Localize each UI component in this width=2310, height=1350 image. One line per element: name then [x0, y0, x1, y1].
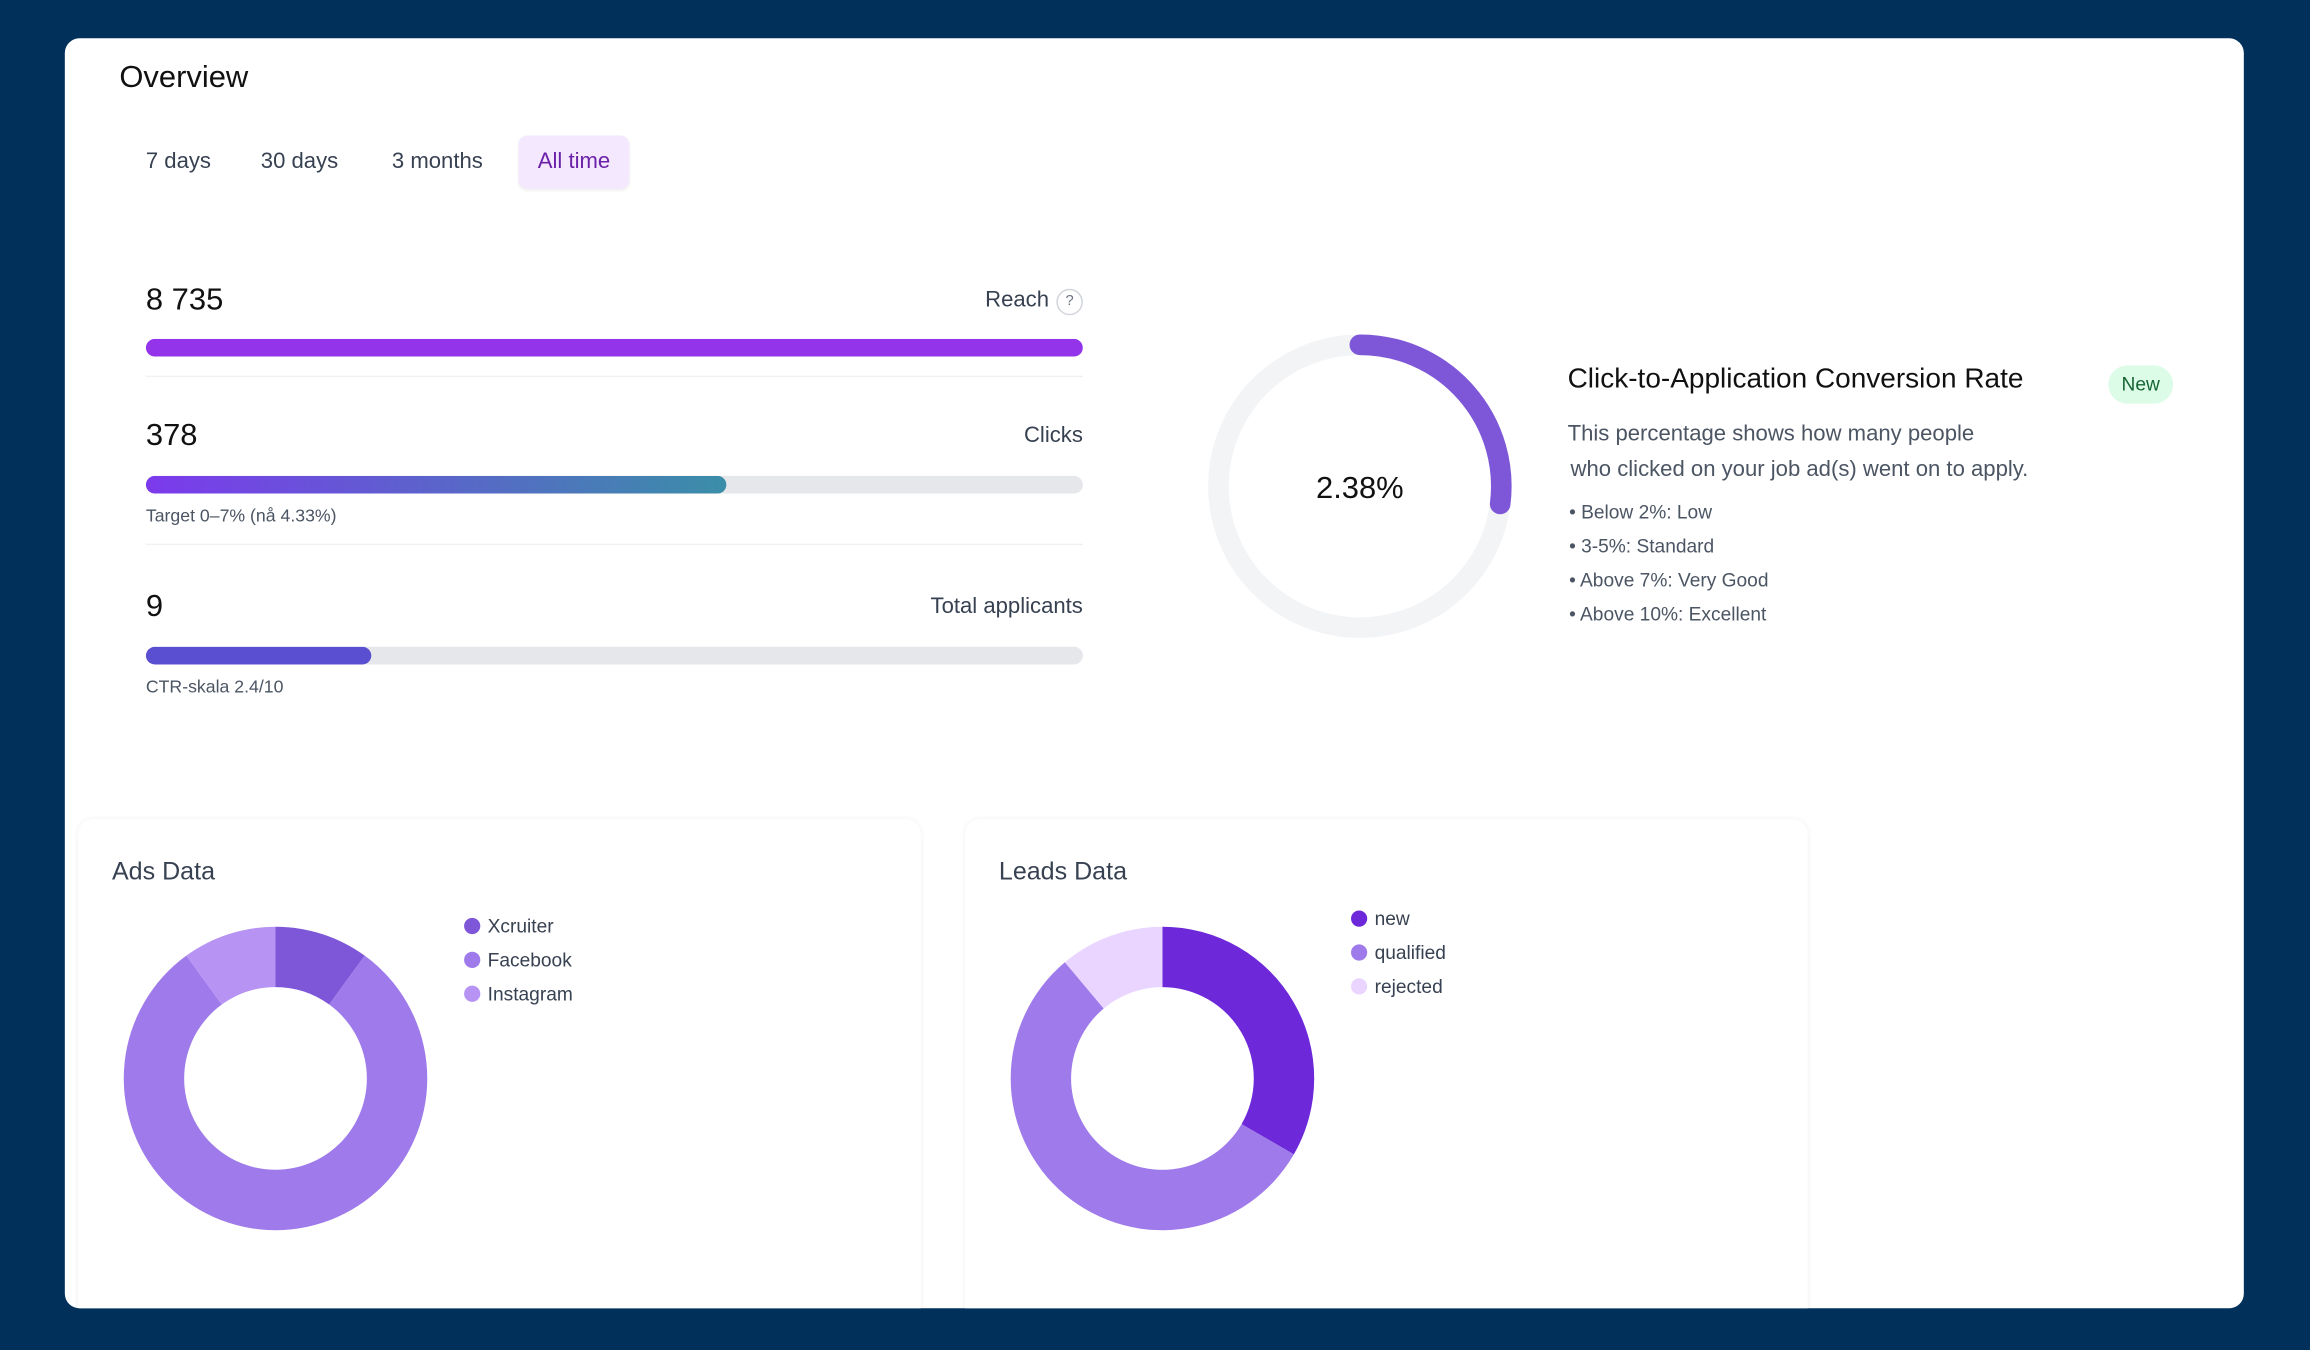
conversion-title: Click-to-Application Conversion Rate [1567, 363, 2024, 395]
panel-title: Ads Data [111, 857, 216, 886]
legend-item[interactable]: qualified [1351, 938, 1446, 972]
help-icon[interactable]: ? [1056, 288, 1083, 316]
leads-donut-chart [1010, 926, 1315, 1231]
legend-swatch [1351, 978, 1368, 995]
conversion-description-line: This percentage shows how many people [1567, 421, 1975, 447]
legend-label: Xcruiter [487, 914, 554, 938]
clicks-caption: Target 0–7% (nå 4.33%) [145, 505, 337, 526]
clicks-progress-fill [145, 475, 726, 494]
donut-slice-new[interactable] [1162, 926, 1315, 1155]
new-badge: New [2108, 365, 2174, 404]
donut-slice-xcruiter[interactable] [275, 926, 365, 1005]
overview-card: Overview 7 days 30 days 3 months All tim… [64, 38, 2244, 1309]
legend-label: new [1374, 907, 1410, 930]
reach-progress-fill [145, 338, 1083, 357]
applicants-caption: CTR-skala 2.4/10 [145, 676, 284, 697]
bullet: • 3-5%: Standard [1569, 534, 1715, 557]
bullet: • Above 10%: Excellent [1569, 602, 1767, 625]
page-title: Overview [119, 60, 249, 95]
reach-value: 8 735 [145, 282, 224, 317]
tab-7-days[interactable]: 7 days [145, 148, 211, 174]
legend-label: rejected [1374, 975, 1443, 998]
legend-swatch [464, 951, 481, 968]
tab-all-time[interactable]: All time [518, 135, 630, 189]
legend-label: qualified [1374, 941, 1446, 964]
legend-item[interactable]: Instagram [464, 980, 573, 1014]
divider [145, 543, 1083, 546]
legend-swatch [1351, 944, 1368, 961]
legend-label: Instagram [487, 982, 573, 1005]
tab-30-days[interactable]: 30 days [260, 148, 339, 174]
reach-label-wrap: Reach? [985, 287, 1083, 316]
clicks-label: Clicks [1023, 422, 1083, 448]
ads-donut-chart [123, 926, 428, 1231]
panel-title: Leads Data [998, 857, 1128, 886]
reach-progress-bar [145, 338, 1083, 357]
applicants-progress-fill [145, 646, 371, 665]
legend-label: Facebook [487, 948, 572, 971]
donut-slice-facebook[interactable] [123, 955, 428, 1231]
clicks-value: 378 [145, 418, 198, 453]
donut-slice-instagram[interactable] [186, 926, 276, 1005]
legend-item[interactable]: new [1351, 905, 1446, 939]
gauge-arc [1349, 334, 1512, 515]
legend-swatch [464, 917, 481, 935]
legend-item[interactable]: Facebook [464, 946, 573, 980]
legend-swatch [1351, 910, 1368, 927]
legend-item[interactable]: Xcruiter [464, 912, 573, 946]
applicants-value: 9 [145, 589, 164, 624]
leads-data-panel: Leads Data new qualified rejected [965, 819, 1808, 1309]
donut-slice-qualified[interactable] [1010, 962, 1294, 1231]
applicants-label: Total applicants [930, 593, 1083, 619]
tab-3-months[interactable]: 3 months [391, 148, 483, 174]
divider [145, 375, 1083, 378]
legend-item[interactable]: rejected [1351, 972, 1446, 1006]
ads-data-panel: Ads Data Xcruiter Facebook Instagram [78, 819, 921, 1309]
donut-slice-rejected[interactable] [1064, 926, 1163, 1009]
conversion-description-line: who clicked on your job ad(s) went on to… [1570, 456, 2029, 482]
reach-label: Reach [985, 287, 1049, 313]
bullet: • Below 2%: Low [1569, 500, 1713, 524]
clicks-progress-bar [145, 475, 1083, 494]
applicants-progress-bar [145, 646, 1083, 665]
conversion-value: 2.38% [1316, 470, 1404, 505]
conversion-gauge: 2.38% [1208, 334, 1512, 638]
legend-swatch [464, 985, 481, 1002]
bullet: • Above 7%: Very Good [1569, 568, 1769, 591]
leads-legend: new qualified rejected [1351, 905, 1446, 1007]
ads-legend: Xcruiter Facebook Instagram [464, 912, 573, 1014]
